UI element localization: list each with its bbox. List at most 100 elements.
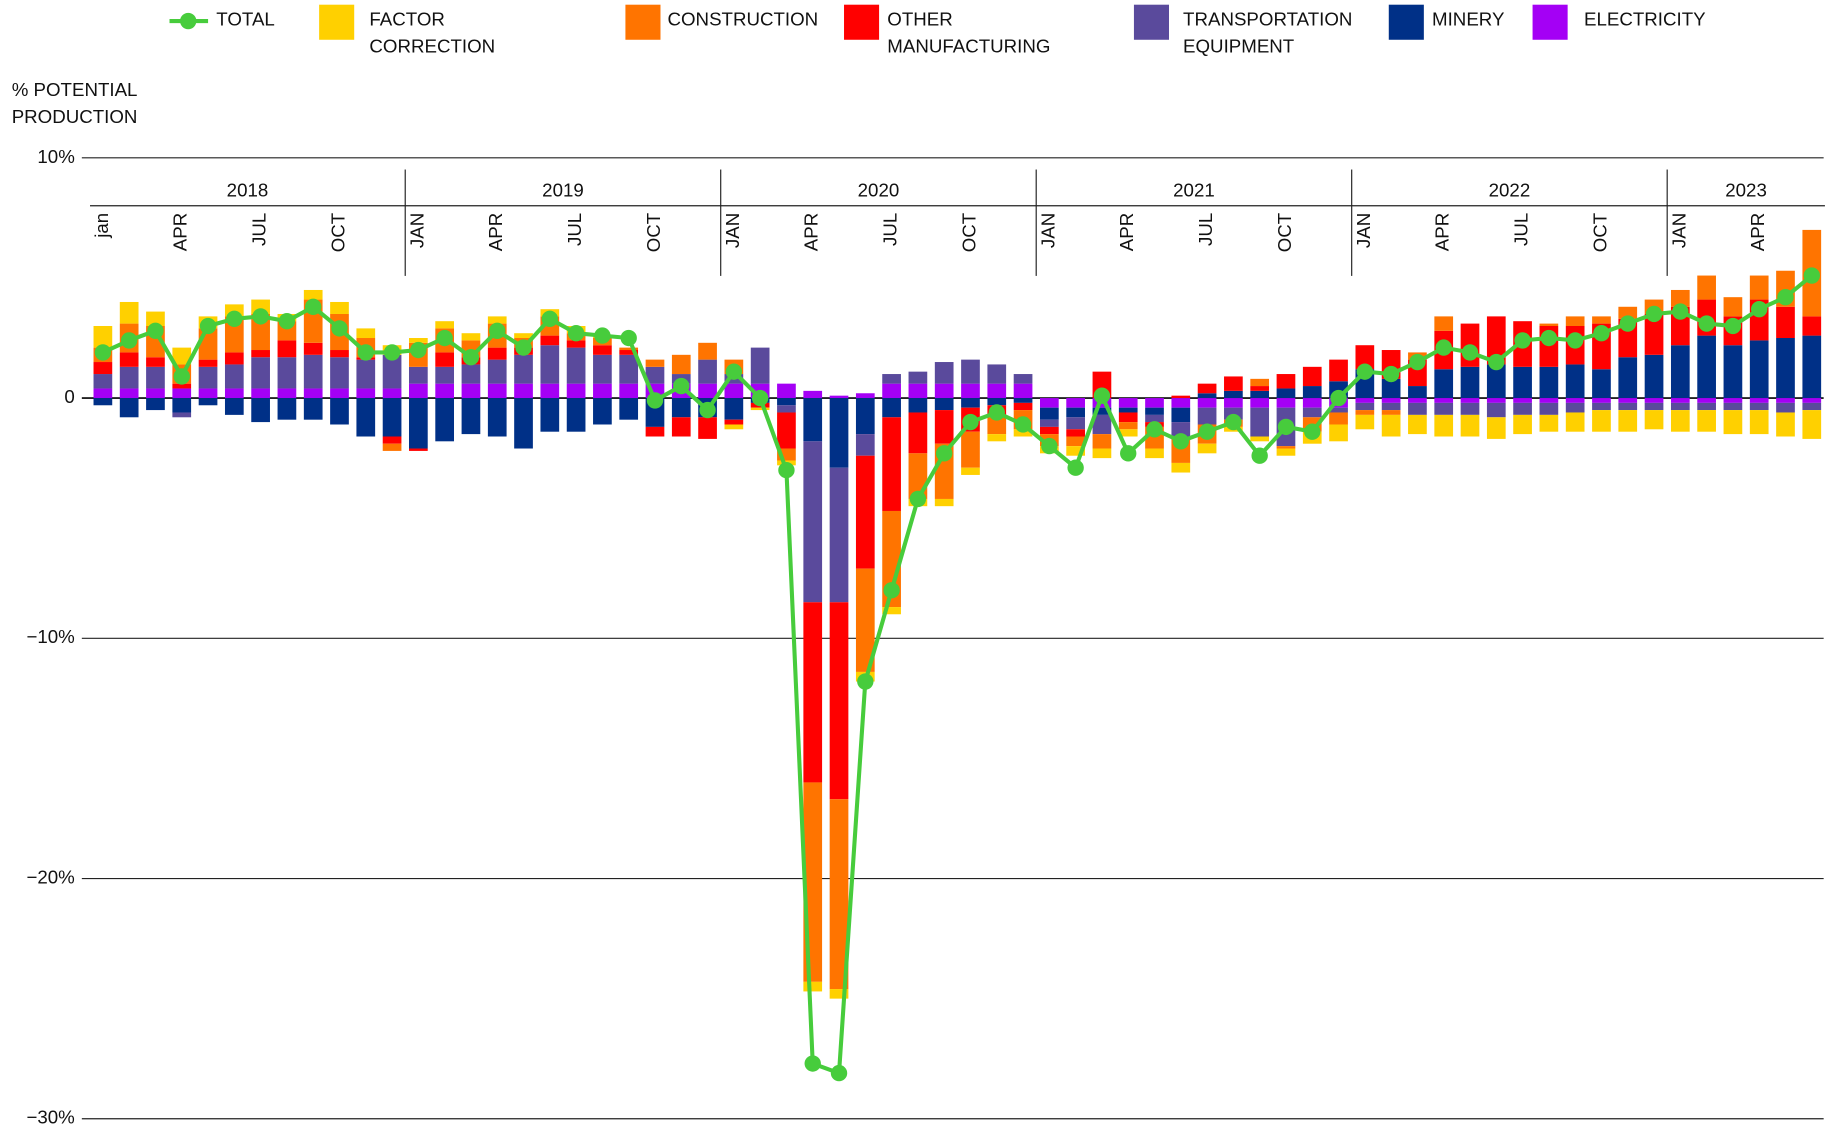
legend-label: OTHER MANUFACTURING	[887, 10, 1051, 58]
bar-segment	[172, 398, 192, 413]
bar-segment	[1092, 434, 1112, 449]
bar-segment	[1697, 398, 1716, 403]
bar-segment	[172, 412, 192, 418]
total-point	[909, 490, 927, 508]
bar-segment	[1381, 398, 1401, 403]
month-label: OCT	[327, 213, 348, 252]
bar-segment	[1434, 402, 1454, 415]
bar-segment	[803, 398, 823, 442]
bar-segment	[303, 342, 323, 355]
total-point	[751, 389, 769, 407]
bar-segment	[461, 383, 481, 399]
bar-segment	[1802, 398, 1822, 403]
total-point	[462, 349, 480, 366]
total-point	[357, 344, 374, 361]
total-point	[515, 339, 532, 356]
bar-segment	[934, 383, 954, 399]
bar-segment	[1776, 402, 1795, 413]
bar-segment	[382, 354, 402, 389]
bar-segment	[224, 398, 244, 415]
bar-segment	[198, 359, 218, 367]
bar-segment	[303, 289, 323, 300]
bar-segment	[93, 362, 113, 375]
bar-segment	[934, 398, 954, 411]
total-point	[988, 404, 1005, 421]
bar-segment	[1723, 398, 1743, 403]
total-point	[1225, 413, 1242, 431]
total-point	[1251, 447, 1268, 464]
bar-segment	[961, 359, 980, 384]
y-tick-label: −30%	[26, 1107, 74, 1128]
bar-segment	[777, 405, 796, 413]
bar-segment	[356, 398, 376, 437]
bar-segment	[277, 340, 297, 358]
bar-segment	[1434, 369, 1454, 399]
bar-segment	[1250, 386, 1270, 391]
total-point	[252, 308, 269, 325]
bar-segment	[487, 398, 507, 437]
bar-segment	[777, 398, 796, 406]
year-label: 2019	[542, 180, 584, 201]
bar-segment	[409, 366, 428, 384]
bar-segment	[1618, 306, 1638, 319]
total-point	[147, 322, 164, 339]
total-point	[1093, 387, 1111, 404]
bar-segment	[461, 333, 481, 341]
bar-segment	[1776, 398, 1795, 403]
bar-segment	[435, 321, 455, 329]
total-point	[1540, 329, 1558, 347]
bar-segment	[1776, 338, 1795, 399]
bar-segment	[750, 347, 770, 384]
bar-segment	[1171, 398, 1191, 408]
bar-segment	[1513, 366, 1532, 399]
bar-segment	[487, 359, 507, 384]
bar-segment	[119, 301, 139, 324]
bar-segment	[1697, 410, 1716, 432]
bar-segment	[1197, 383, 1217, 394]
bar-segment	[1302, 386, 1322, 399]
total-point	[1041, 437, 1058, 455]
bar-segment	[198, 398, 218, 406]
legend-label: MINERY	[1432, 10, 1505, 31]
bar-segment	[1145, 414, 1164, 423]
total-point	[1461, 344, 1479, 361]
bar-segment	[487, 347, 507, 360]
bar-segment	[435, 383, 455, 399]
bar-segment	[671, 354, 691, 375]
bar-segment	[1565, 402, 1585, 413]
bar-segment	[1171, 395, 1191, 399]
bar-segment	[1355, 398, 1375, 403]
y-tick-label: −10%	[26, 626, 74, 647]
bar-segment	[1408, 398, 1427, 403]
bar-segment	[1145, 448, 1164, 459]
total-point	[1277, 418, 1295, 436]
total-point	[383, 344, 401, 361]
bar-segment	[1539, 414, 1559, 432]
bar-segment	[803, 390, 823, 399]
total-point	[857, 673, 874, 690]
bar-segment	[1224, 398, 1243, 408]
bar-segment	[1197, 393, 1217, 399]
bar-segment	[882, 398, 901, 418]
bar-segment	[330, 388, 349, 399]
bar-segment	[593, 383, 612, 399]
bar-segment	[1276, 398, 1296, 408]
bar-segment	[1276, 374, 1296, 389]
bar-segment	[1539, 402, 1559, 415]
total-point	[620, 329, 637, 347]
bar-segment	[829, 602, 849, 800]
year-label: 2020	[858, 180, 900, 201]
bar-segment	[251, 398, 270, 423]
bar-segment	[1460, 398, 1480, 403]
bar-segment	[698, 359, 717, 384]
bar-segment	[1749, 410, 1769, 435]
bar-segment	[303, 388, 323, 399]
legend-swatch	[1388, 4, 1424, 40]
bar-segment	[1539, 366, 1559, 399]
bar-segment	[1434, 414, 1454, 437]
bar-segment	[961, 467, 980, 475]
bar-segment	[1670, 402, 1690, 411]
bar-segment	[540, 335, 560, 346]
bar-segment	[1355, 414, 1375, 430]
